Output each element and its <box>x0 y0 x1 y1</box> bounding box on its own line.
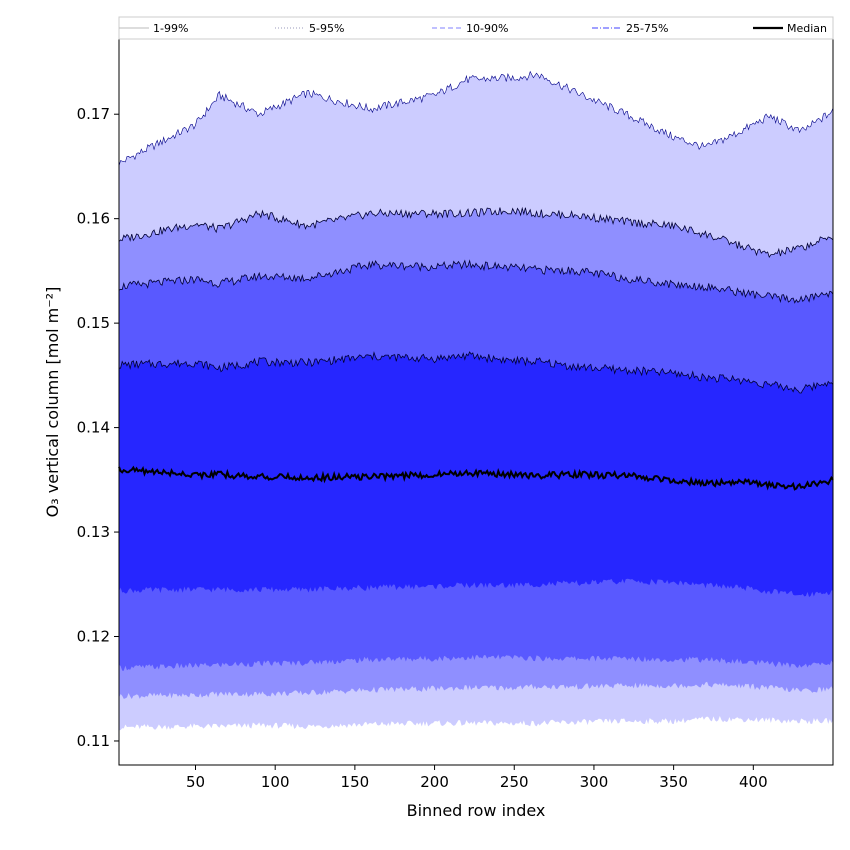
y-tick-label: 0.15 <box>77 314 110 332</box>
x-tick-label: 300 <box>580 773 609 791</box>
band-area-25-75% <box>119 351 833 598</box>
y-tick-label: 0.16 <box>77 210 110 228</box>
band-areas <box>119 71 833 731</box>
y-axis: 0.11 0.12 0.13 0.14 0.15 0.16 0.17 <box>77 105 119 750</box>
y-tick-label: 0.12 <box>77 628 110 646</box>
band-upper-edge-5-95% <box>118 206 834 259</box>
x-axis-label: Binned row index <box>407 801 546 820</box>
x-tick-label: 100 <box>261 773 290 791</box>
legend-label-25-75%: 25-75% <box>626 22 668 35</box>
y-tick-label: 0.11 <box>77 732 110 750</box>
x-tick-label: 250 <box>500 773 529 791</box>
x-tick-label: 200 <box>420 773 449 791</box>
legend-label-5-95%: 5-95% <box>309 22 344 35</box>
legend: 1-99% 5-95% 10-90% 25-75% Median <box>118 16 834 40</box>
x-tick-label: 50 <box>186 773 205 791</box>
y-tick-label: 0.14 <box>77 419 110 437</box>
x-tick-label: 150 <box>341 773 370 791</box>
median-line <box>118 465 834 491</box>
legend-label-10-90%: 10-90% <box>466 22 508 35</box>
x-tick-label: 400 <box>739 773 768 791</box>
band-upper-edge-25-75% <box>118 351 834 394</box>
x-tick-label: 350 <box>659 773 688 791</box>
y-tick-label: 0.13 <box>77 523 110 541</box>
median-line-group <box>118 465 834 491</box>
x-axis: 50 100 150 200 250 300 350 400 <box>186 765 768 791</box>
y-tick-label: 0.17 <box>77 105 110 123</box>
band-upper-edge-1-99% <box>118 70 834 167</box>
band-edges <box>118 70 834 394</box>
legend-label-Median: Median <box>787 22 827 35</box>
y-axis-label: O₃ vertical column [mol m⁻²] <box>43 287 62 518</box>
band-upper-edge-10-90% <box>118 259 834 304</box>
legend-label-1-99%: 1-99% <box>153 22 188 35</box>
